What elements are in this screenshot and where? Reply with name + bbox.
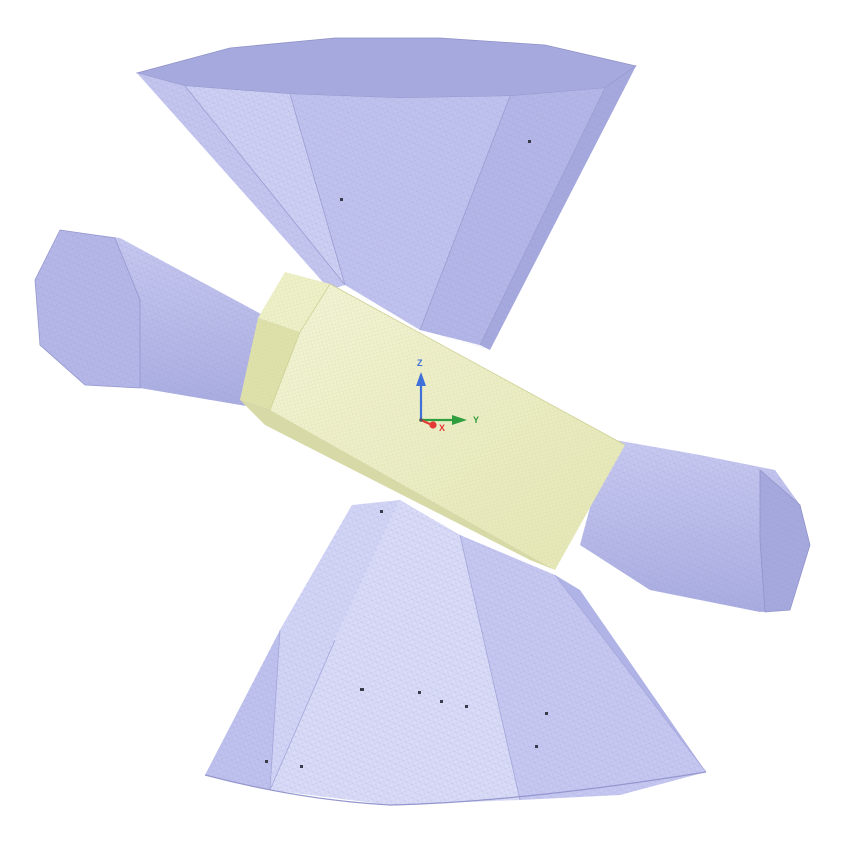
right-shaft[interactable] bbox=[580, 440, 811, 613]
z-axis-arrow-icon bbox=[416, 372, 426, 386]
left-shaft[interactable] bbox=[34, 229, 300, 410]
upper-cone[interactable] bbox=[135, 37, 637, 350]
lower-cone-bottom-rim bbox=[204, 771, 707, 806]
origin-point bbox=[419, 418, 423, 422]
lower-cone[interactable] bbox=[204, 140, 707, 806]
x-axis-label: X bbox=[439, 423, 445, 433]
lower-cone-mesh-overlay bbox=[205, 500, 706, 805]
y-axis-label: Y bbox=[473, 415, 479, 425]
y-axis-arrow-icon bbox=[452, 415, 467, 425]
mesh-artifacts bbox=[265, 140, 548, 768]
x-axis-arrow-icon bbox=[429, 421, 437, 429]
upper-cone-mesh-overlay bbox=[137, 66, 636, 350]
z-axis-label: Z bbox=[417, 358, 423, 368]
center-block-bottom-face bbox=[240, 400, 555, 570]
axis-triad: Z Y X bbox=[416, 358, 479, 433]
